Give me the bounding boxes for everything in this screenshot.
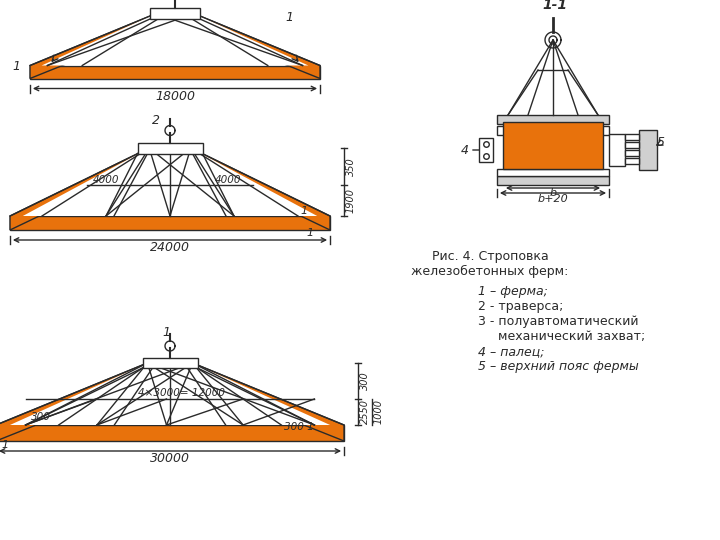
Text: b+20: b+20: [538, 194, 568, 204]
Text: 1-1: 1-1: [542, 0, 567, 12]
Text: 2550: 2550: [360, 400, 370, 424]
FancyBboxPatch shape: [479, 138, 493, 162]
FancyBboxPatch shape: [497, 169, 609, 176]
Text: Рис. 4. Строповка
железобетонных ферм:: Рис. 4. Строповка железобетонных ферм:: [411, 250, 569, 278]
Polygon shape: [10, 363, 330, 425]
Text: 3 - полуавтоматический: 3 - полуавтоматический: [470, 315, 639, 328]
Text: 18000: 18000: [155, 90, 195, 103]
Polygon shape: [191, 148, 330, 230]
Text: 300 1: 300 1: [284, 422, 314, 432]
Text: 1000: 1000: [374, 400, 384, 424]
Text: 1900: 1900: [346, 188, 356, 213]
FancyBboxPatch shape: [625, 134, 639, 140]
FancyBboxPatch shape: [30, 65, 320, 78]
Text: 1: 1: [1, 440, 8, 450]
FancyBboxPatch shape: [143, 358, 197, 368]
Text: 300: 300: [360, 372, 370, 390]
Text: 4 – палец;: 4 – палец;: [470, 345, 544, 358]
Text: 2 - траверса;: 2 - траверса;: [470, 300, 563, 313]
Text: механический захват;: механический захват;: [470, 330, 645, 343]
FancyBboxPatch shape: [10, 216, 330, 230]
FancyBboxPatch shape: [503, 122, 603, 169]
FancyBboxPatch shape: [0, 425, 344, 441]
Text: 1: 1: [162, 326, 170, 339]
Text: 350: 350: [346, 157, 356, 176]
FancyBboxPatch shape: [609, 134, 625, 166]
Text: 1: 1: [285, 11, 293, 24]
FancyBboxPatch shape: [625, 142, 639, 148]
Polygon shape: [193, 363, 344, 441]
FancyBboxPatch shape: [497, 115, 609, 124]
FancyBboxPatch shape: [625, 158, 639, 164]
Text: 4000: 4000: [215, 176, 241, 185]
Polygon shape: [194, 14, 320, 78]
Text: 5: 5: [657, 136, 665, 148]
Text: 4000: 4000: [93, 176, 120, 185]
Polygon shape: [30, 14, 156, 78]
Polygon shape: [42, 14, 308, 65]
Text: 1: 1: [300, 206, 307, 216]
Text: 24000: 24000: [150, 241, 190, 254]
FancyBboxPatch shape: [497, 126, 609, 135]
Text: 4: 4: [461, 144, 469, 157]
Text: 300: 300: [31, 412, 50, 422]
Text: 30000: 30000: [150, 452, 190, 465]
Text: 4×3000= 12000: 4×3000= 12000: [138, 388, 225, 398]
FancyBboxPatch shape: [497, 176, 609, 185]
FancyBboxPatch shape: [150, 8, 200, 19]
Text: 2: 2: [152, 114, 160, 127]
Polygon shape: [10, 148, 149, 230]
FancyBboxPatch shape: [639, 130, 657, 170]
Text: 1 – ферма;: 1 – ферма;: [470, 285, 548, 298]
Text: 1: 1: [307, 228, 313, 238]
Text: 1: 1: [12, 60, 20, 73]
Text: b: b: [549, 188, 557, 198]
Polygon shape: [0, 363, 148, 441]
Polygon shape: [23, 148, 318, 216]
FancyBboxPatch shape: [625, 150, 639, 156]
FancyBboxPatch shape: [138, 143, 202, 153]
Text: 5 – верхний пояс фермы: 5 – верхний пояс фермы: [470, 360, 639, 373]
